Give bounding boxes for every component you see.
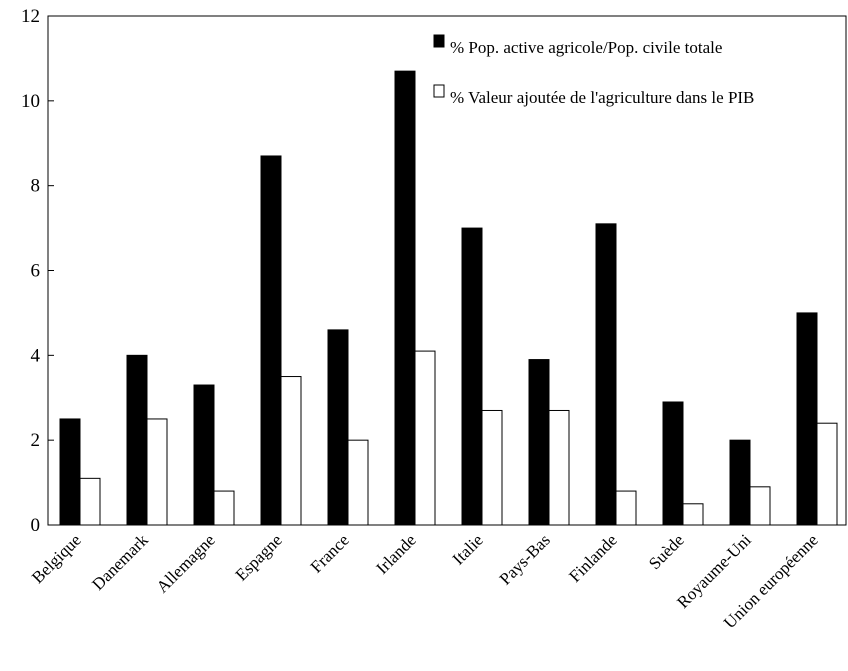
bar-pop-active — [662, 401, 684, 526]
bars — [59, 70, 838, 526]
bar-valeur-ajoutee — [749, 486, 771, 526]
bar-valeur-ajoutee — [816, 422, 838, 526]
x-category-label: Espagne — [232, 530, 286, 584]
x-axis: Belgique Danemark Allemagne Espagne France Ir… — [28, 530, 822, 632]
x-category-label: Suède — [645, 530, 688, 573]
x-category-label: Danemark — [88, 530, 152, 594]
bar-pop-active — [461, 227, 483, 526]
x-category-label: Irlande — [372, 530, 419, 577]
x-category-label: Belgique — [28, 530, 85, 587]
bar-valeur-ajoutee — [548, 409, 570, 526]
x-category-label: Finlande — [565, 530, 621, 586]
y-tick-label: 2 — [31, 430, 41, 451]
legend-label-series-1: % Pop. active agricole/Pop. civile total… — [450, 38, 722, 57]
bar-valeur-ajoutee — [146, 418, 168, 526]
legend-swatch-series-1 — [433, 34, 445, 48]
bar-pop-active — [796, 312, 818, 526]
x-category-label: Pays-Bas — [496, 530, 554, 588]
x-category-label: Italie — [449, 530, 487, 568]
legend-swatch-series-2 — [433, 84, 445, 98]
bar-valeur-ajoutee — [347, 439, 369, 526]
bar-pop-active — [595, 223, 617, 526]
y-tick-label: 6 — [31, 261, 41, 282]
bar-pop-active — [260, 155, 282, 526]
bar-valeur-ajoutee — [79, 477, 101, 526]
x-category-label: Allemagne — [153, 530, 219, 596]
legend-label-series-2: % Valeur ajoutée de l'agriculture dans l… — [450, 88, 754, 107]
bar-pop-active — [126, 354, 148, 526]
bar-valeur-ajoutee — [481, 409, 503, 526]
y-tick-label: 12 — [21, 6, 40, 27]
bar-pop-active — [327, 329, 349, 526]
y-tick-label: 10 — [21, 91, 40, 112]
bar-pop-active — [394, 70, 416, 526]
bar-valeur-ajoutee — [414, 350, 436, 526]
y-tick-label: 8 — [31, 176, 41, 197]
bar-valeur-ajoutee — [682, 503, 704, 526]
y-axis: 0 2 4 6 8 10 12 — [21, 6, 54, 536]
bar-pop-active — [729, 439, 751, 526]
bar-pop-active — [193, 384, 215, 526]
bar-valeur-ajoutee — [615, 490, 637, 526]
x-category-label: France — [307, 530, 353, 576]
y-tick-label: 0 — [31, 515, 41, 536]
bar-pop-active — [528, 359, 550, 526]
y-tick-label: 4 — [31, 345, 41, 366]
bar-pop-active — [59, 418, 81, 526]
bar-valeur-ajoutee — [280, 376, 302, 526]
legend: % Pop. active agricole/Pop. civile total… — [433, 34, 754, 107]
bar-valeur-ajoutee — [213, 490, 235, 526]
